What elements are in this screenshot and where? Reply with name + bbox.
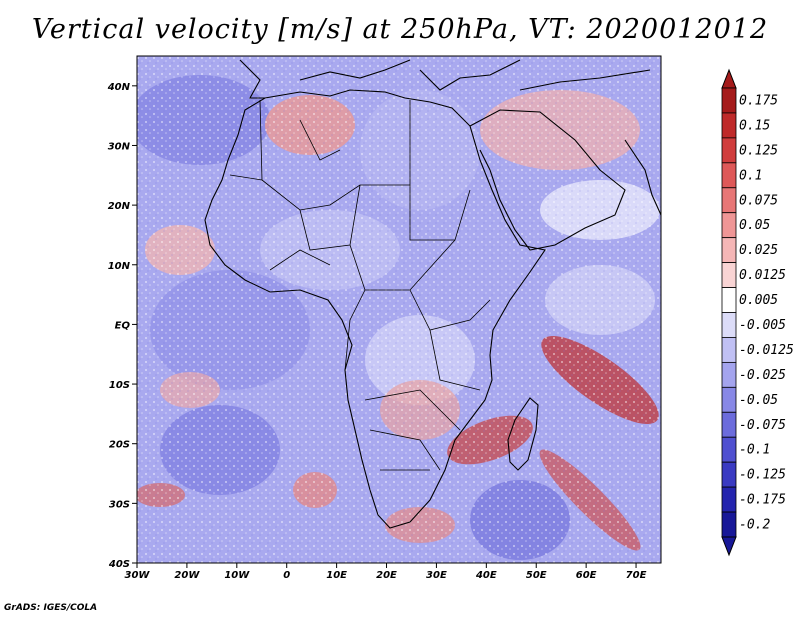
india-coastline [624, 139, 661, 216]
colorbar-swatch [721, 312, 737, 338]
colorbar-label: -0.05 [739, 393, 778, 408]
map-title: Vertical velocity [m/s] at 250hPa, VT: 2… [31, 14, 769, 45]
lat-tick-label: 20S [109, 440, 130, 451]
field-texture [137, 56, 661, 563]
colorbar-label: -0.1 [739, 443, 770, 458]
colorbar-min-arrow [721, 536, 737, 557]
lat-tick-label: 40S [108, 559, 130, 570]
grads-credit: GrADS: IGES/COLA [4, 603, 98, 613]
colorbar-label: 0.125 [739, 143, 778, 158]
colorbar-label: 0.175 [739, 93, 778, 108]
colorbar-swatch [721, 436, 737, 463]
colorbar-label: 0.15 [739, 118, 770, 133]
africa-coastline [204, 89, 546, 529]
arabia-coastline [469, 109, 626, 251]
colorbar-swatch [721, 212, 737, 239]
colorbar: 0.175 0.15 0.125 0.1 0.075 0.05 0.025 0.0125 0.0… [721, 68, 794, 557]
europe-coastline [239, 59, 651, 99]
lat-tick-label: 30N [108, 141, 131, 152]
colorbar-label: 0.1 [739, 168, 762, 183]
lat-tick-label: 10S [109, 380, 130, 391]
coastlines [204, 59, 661, 529]
lat-tick-label: 10N [108, 261, 131, 272]
latitude-axis: 40N 30N 20N 10N EQ 10S 20S 30S 40S [107, 82, 137, 570]
colorbar-swatch [721, 511, 737, 538]
colorbar-swatch [721, 112, 737, 139]
colorbar-swatch [721, 287, 737, 313]
lon-tick-label: 10E [326, 570, 347, 581]
colorbar-swatch [721, 187, 737, 214]
colorbar-label: -0.075 [739, 418, 786, 433]
colorbar-swatch [721, 486, 737, 513]
colorbar-label: 0.05 [739, 218, 770, 233]
lon-tick-label: 30E [426, 570, 447, 581]
lon-tick-label: 50E [526, 570, 547, 581]
colorbar-swatch [721, 237, 737, 264]
colorbar-label: 0.005 [739, 293, 778, 308]
lon-tick-label: 10W [224, 570, 250, 581]
lat-tick-label: EQ [115, 320, 131, 331]
colorbar-label: -0.125 [739, 468, 786, 483]
colorbar-swatch [721, 461, 737, 488]
colorbar-swatch [721, 262, 737, 288]
lat-tick-label: 20N [108, 201, 131, 212]
lon-tick-label: 60E [576, 570, 597, 581]
colorbar-swatch [721, 137, 737, 164]
colorbar-swatch [721, 386, 737, 413]
colorbar-label: 0.025 [739, 243, 778, 258]
colorbar-label: -0.2 [739, 518, 770, 533]
colorbar-label: 0.0125 [739, 268, 786, 283]
colorbar-max-arrow [721, 68, 737, 89]
lon-tick-label: 70E [626, 570, 647, 581]
colorbar-swatch [721, 337, 737, 363]
lon-tick-label: 40E [475, 570, 497, 581]
colorbar-swatch [721, 162, 737, 189]
velocity-field [137, 56, 661, 563]
lon-tick-label: 20W [174, 570, 200, 581]
colorbar-label: -0.175 [739, 493, 786, 508]
lon-tick-label: 0 [283, 570, 290, 581]
colorbar-label: -0.005 [739, 318, 786, 333]
colorbar-swatch [721, 87, 737, 114]
colorbar-label: 0.075 [739, 193, 778, 208]
lon-tick-label: 30W [125, 570, 151, 581]
colorbar-label: -0.025 [739, 368, 786, 383]
madagascar-coastline [507, 397, 539, 471]
colorbar-swatch [721, 411, 737, 438]
lon-tick-label: 20E [376, 570, 397, 581]
lat-tick-label: 30S [109, 499, 130, 510]
colorbar-label: -0.0125 [739, 343, 794, 358]
plot-frame [136, 55, 662, 564]
country-borders [229, 99, 491, 471]
colorbar-swatch [721, 361, 737, 388]
longitude-axis: 30W 20W 10W 0 10E 20E 30E 40E 50E 60E 70E [125, 563, 647, 581]
lat-tick-label: 40N [107, 82, 131, 93]
